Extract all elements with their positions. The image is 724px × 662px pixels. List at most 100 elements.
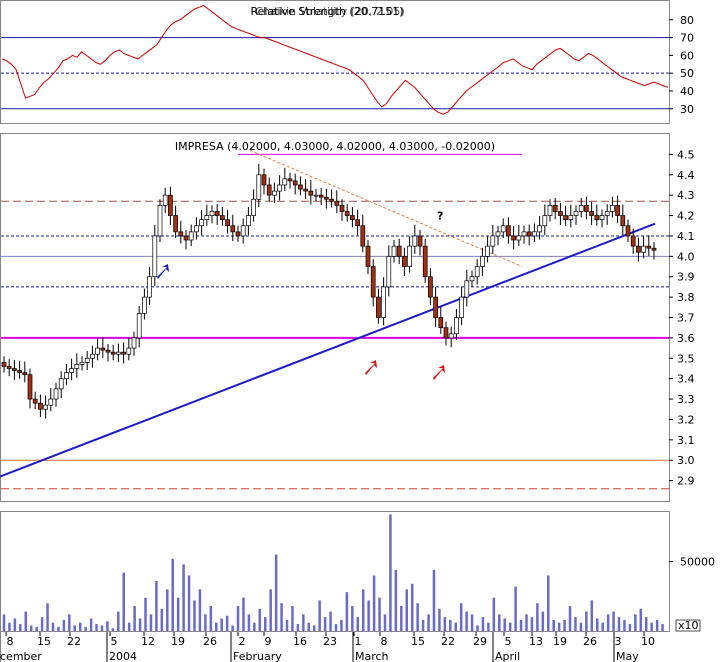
candlestick [568, 204, 574, 228]
candlestick [630, 228, 636, 254]
candle-body [376, 296, 381, 318]
candlestick [64, 363, 69, 385]
candle-body [407, 245, 412, 267]
candle-body [136, 313, 142, 339]
x-day-label: 8 [381, 635, 388, 648]
candlestick [178, 220, 184, 244]
candle-body [511, 235, 516, 241]
x-day-label: 22 [441, 635, 455, 648]
x-day-label: 3 [615, 635, 622, 648]
candle-body [516, 235, 522, 241]
candle-body [220, 215, 225, 220]
candle-body [188, 231, 194, 241]
price-tick-label: 4.4 [677, 169, 695, 182]
candle-body [324, 196, 329, 200]
candle-body [32, 398, 38, 404]
candle-body [209, 211, 215, 216]
candlestick [110, 344, 116, 361]
candle-body [412, 235, 418, 247]
x-month-label: cember [0, 650, 42, 662]
price-tick-label: 3.2 [677, 413, 695, 426]
candle-body [287, 178, 293, 182]
price-tick-label: 3.9 [677, 271, 695, 284]
candle-body [344, 211, 350, 216]
x-day-label: 15 [411, 635, 425, 648]
candle-body [214, 211, 220, 216]
candle-body [599, 215, 605, 220]
x-day-label: 15 [37, 635, 51, 648]
candlestick [573, 205, 579, 225]
candlestick [225, 209, 230, 234]
price-tick-label: 4.5 [677, 148, 695, 161]
candlestick [209, 205, 215, 224]
candlestick [199, 209, 204, 236]
candlestick [610, 196, 615, 218]
price-tick-label: 4.2 [677, 210, 695, 223]
candlestick [381, 277, 386, 326]
price-tick-label: 3.4 [677, 373, 695, 386]
candle-body [199, 219, 204, 227]
candle-body [126, 347, 132, 355]
candlestick [422, 238, 428, 283]
x-month-label: February [233, 650, 282, 662]
candle-body [620, 215, 626, 227]
candlestick [584, 196, 589, 220]
x-day-label: 16 [293, 635, 307, 648]
candlestick [651, 242, 657, 260]
candle-body [454, 317, 459, 335]
candle-body [500, 225, 506, 233]
candlestick [542, 204, 548, 236]
candlestick [558, 202, 563, 225]
candlestick [43, 395, 48, 419]
candlestick [365, 240, 371, 275]
candle-body [308, 190, 314, 196]
candlestick [261, 168, 267, 195]
x-day-label: 5 [111, 635, 118, 648]
indicator-panel [0, 0, 670, 124]
x-day-label: 19 [171, 635, 185, 648]
candle-body [448, 333, 454, 339]
candlestick [532, 223, 537, 243]
candlestick [599, 209, 605, 228]
candlestick [32, 391, 38, 410]
candle-body [625, 225, 631, 237]
candlestick [84, 350, 90, 371]
candle-body [641, 245, 646, 253]
candlestick [38, 394, 43, 417]
candle-body [292, 180, 298, 186]
candlestick [350, 206, 355, 228]
price-tick-label: 3.3 [677, 393, 695, 406]
candle-body [90, 353, 95, 359]
candle-body [474, 266, 480, 278]
candlestick [246, 206, 251, 236]
candlestick [308, 180, 314, 205]
candle-body [396, 245, 402, 257]
candlestick [370, 259, 376, 307]
indicator-tick-label: 50 [680, 67, 694, 80]
x-day-label: 9 [265, 635, 272, 648]
candle-body [381, 286, 386, 318]
candlestick [69, 358, 74, 381]
candlestick [126, 337, 132, 361]
indicator-tick-label: 80 [680, 14, 694, 27]
price-tick-label: 3.7 [677, 312, 695, 325]
candle-body [105, 349, 111, 353]
indicator-line [1, 5, 669, 115]
candlestick [547, 199, 553, 222]
candlestick [162, 187, 168, 214]
volume-tick-label: 50000 [680, 556, 715, 569]
candle-body [370, 266, 376, 298]
candle-body [386, 255, 392, 288]
volume-unit-label: x10 [678, 619, 699, 632]
candle-body [589, 211, 594, 216]
candle-body [225, 219, 230, 227]
candle-body [610, 205, 615, 212]
candlestick [90, 345, 95, 368]
candlestick [188, 224, 194, 247]
candlestick [131, 331, 137, 356]
candlestick [454, 308, 459, 340]
candlestick [240, 218, 246, 244]
candlestick [121, 342, 126, 364]
candlestick [615, 195, 620, 224]
